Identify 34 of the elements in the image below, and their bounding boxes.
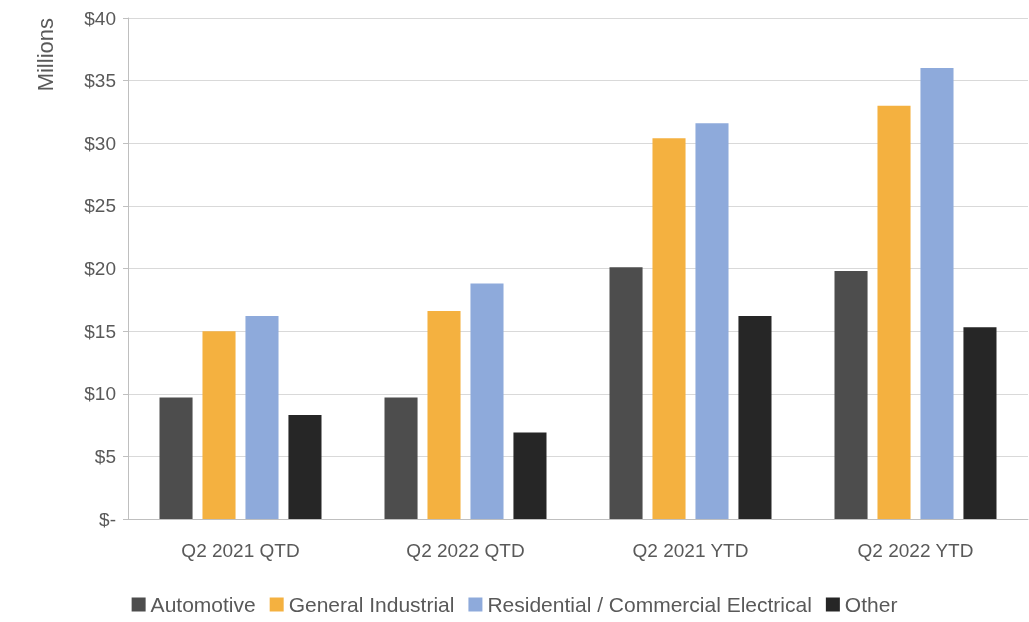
- y-tick-label: $25: [84, 195, 116, 217]
- legend-label: General Industrial: [288, 593, 455, 616]
- bar: [652, 138, 686, 519]
- bar: [834, 271, 868, 519]
- bar: [920, 68, 954, 519]
- x-tick-label: Q2 2022 QTD: [406, 540, 525, 561]
- bar: [963, 327, 997, 519]
- bar: [427, 311, 461, 519]
- bar: [384, 397, 418, 519]
- bar: [738, 316, 772, 519]
- legend-label: Automotive: [150, 593, 256, 616]
- x-tick-label: Q2 2021 YTD: [632, 540, 749, 561]
- y-tick-label: $10: [84, 383, 116, 405]
- y-tick-label: $-: [99, 508, 116, 530]
- y-tick-label: $15: [84, 320, 116, 342]
- bar: [288, 415, 322, 519]
- y-tick-label: $30: [84, 132, 116, 154]
- y-axis-title: Millions: [32, 18, 58, 92]
- y-tick-label: $5: [94, 445, 116, 467]
- bar: [513, 432, 547, 519]
- y-tick-label: $20: [84, 258, 116, 279]
- bar: [470, 283, 504, 519]
- bar: [159, 397, 193, 519]
- x-tick-label: Q2 2022 YTD: [857, 540, 974, 561]
- bar: [609, 267, 643, 519]
- bar: [877, 105, 911, 519]
- x-tick-label: Q2 2021 QTD: [181, 540, 300, 561]
- legend-label: Residential / Commercial Electrical: [487, 593, 812, 616]
- bar: [245, 316, 279, 519]
- bar: [695, 123, 729, 519]
- legend-label: Other: [844, 593, 898, 616]
- bar: [202, 331, 236, 519]
- y-tick-label: $35: [84, 70, 116, 92]
- y-tick-label: $40: [84, 7, 116, 29]
